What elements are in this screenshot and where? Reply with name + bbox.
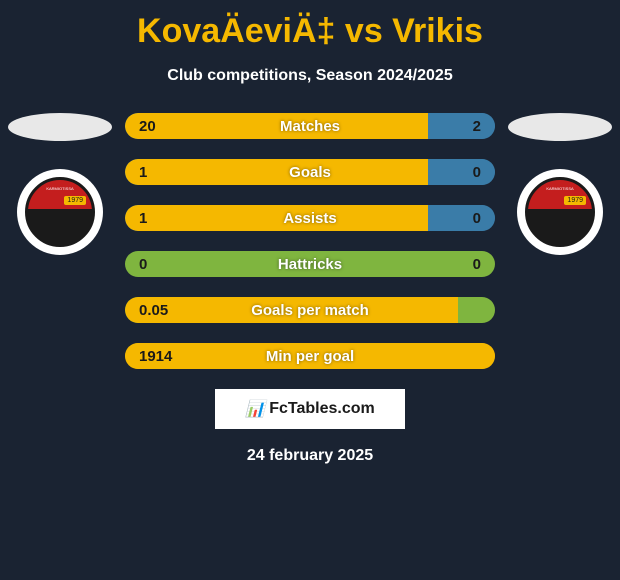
- stat-row: 1 Goals 0: [125, 159, 495, 185]
- stat-value-right: 0: [473, 210, 481, 227]
- stat-bar-left: [125, 159, 428, 185]
- badge-inner-left: KARMIOTISSA 1979: [25, 177, 95, 247]
- stat-label: Goals: [289, 164, 331, 181]
- player-left-avatar: [8, 113, 112, 141]
- comparison-title: KovaÄeviÄ‡ vs Vrikis: [0, 0, 620, 51]
- player-left-column: KARMIOTISSA 1979: [8, 113, 112, 255]
- stat-row: 0 Hattricks 0: [125, 251, 495, 277]
- stat-label: Assists: [283, 210, 336, 227]
- brand-footer[interactable]: 📊 FcTables.com: [215, 389, 405, 429]
- season-subtitle: Club competitions, Season 2024/2025: [0, 67, 620, 85]
- stat-bar-right: [428, 113, 495, 139]
- player-right-column: KARMIOTISSA 1979: [508, 113, 612, 255]
- stat-value-left: 1: [139, 164, 147, 181]
- brand-label: FcTables.com: [269, 400, 375, 418]
- stat-label: Goals per match: [251, 302, 369, 319]
- stat-label: Matches: [280, 118, 340, 135]
- stat-value-left: 1: [139, 210, 147, 227]
- player-right-avatar: [508, 113, 612, 141]
- badge-text-left: KARMIOTISSA: [46, 186, 73, 191]
- stat-label: Min per goal: [266, 348, 354, 365]
- stat-bar-left: [125, 205, 428, 231]
- stat-bar-right: [428, 205, 495, 231]
- stat-bar-left: [125, 113, 428, 139]
- club-badge-right: KARMIOTISSA 1979: [517, 169, 603, 255]
- stat-value-right: 0: [473, 256, 481, 273]
- stat-row: 1914 Min per goal: [125, 343, 495, 369]
- stat-bar-right: [428, 159, 495, 185]
- date-label: 24 february 2025: [0, 447, 620, 465]
- stat-value-left: 20: [139, 118, 156, 135]
- stat-value-left: 0.05: [139, 302, 168, 319]
- stat-value-right: 0: [473, 164, 481, 181]
- stat-row: 20 Matches 2: [125, 113, 495, 139]
- badge-year-right: 1979: [564, 196, 586, 205]
- stat-value-left: 0: [139, 256, 147, 273]
- badge-year-left: 1979: [64, 196, 86, 205]
- stat-row: 1 Assists 0: [125, 205, 495, 231]
- stat-value-left: 1914: [139, 348, 172, 365]
- stat-label: Hattricks: [278, 256, 342, 273]
- club-badge-left: KARMIOTISSA 1979: [17, 169, 103, 255]
- stats-container: 20 Matches 2 1 Goals 0 1 Assists 0 0 Hattricks 0 0.0…: [125, 113, 495, 369]
- stat-row: 0.05 Goals per match: [125, 297, 495, 323]
- badge-inner-right: KARMIOTISSA 1979: [525, 177, 595, 247]
- chart-icon: 📊: [245, 399, 265, 419]
- stat-value-right: 2: [473, 118, 481, 135]
- content-area: KARMIOTISSA 1979 KARMIOTISSA 1979 20Matc…: [0, 113, 620, 369]
- badge-text-right: KARMIOTISSA: [546, 186, 573, 191]
